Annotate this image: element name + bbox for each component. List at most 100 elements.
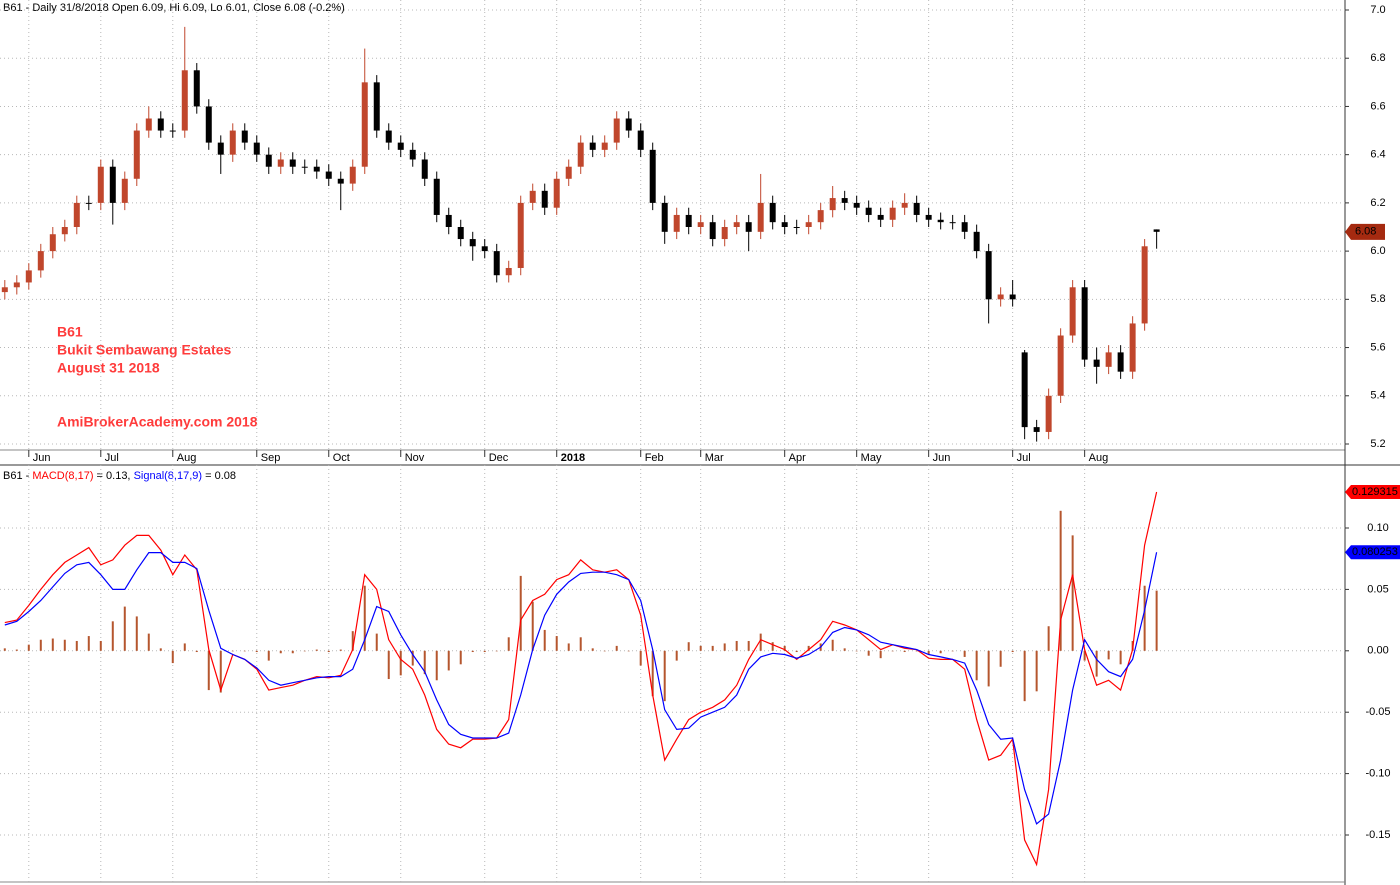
candle-body xyxy=(265,154,272,167)
histogram-bar xyxy=(495,650,498,652)
histogram-bar xyxy=(459,650,462,665)
candle-body xyxy=(865,207,872,215)
histogram-bar xyxy=(939,650,942,654)
histogram-bar xyxy=(927,650,930,655)
macd-header: B61 - MACD(8,17) = 0.13, Signal(8,17,9) … xyxy=(3,470,236,482)
candle-body xyxy=(1081,287,1088,360)
candle-body xyxy=(649,149,656,203)
candle-body xyxy=(877,214,884,220)
histogram-bar xyxy=(51,638,54,651)
histogram-bar xyxy=(375,633,378,651)
candle-body xyxy=(817,210,824,223)
histogram-bar xyxy=(987,650,990,687)
histogram-bar xyxy=(507,637,510,651)
candle-body xyxy=(745,222,752,232)
histogram-bar xyxy=(831,639,834,651)
candle-body xyxy=(565,166,572,179)
candle-body xyxy=(937,219,944,223)
candle-body xyxy=(1045,395,1052,432)
candle-body xyxy=(409,149,416,160)
histogram-bar xyxy=(723,643,726,651)
histogram-bar xyxy=(3,648,6,651)
legend-signal: Signal(8,17,9) xyxy=(134,470,203,482)
candle-body xyxy=(313,166,320,172)
histogram-bar xyxy=(675,650,678,661)
histogram-bar xyxy=(171,650,174,664)
x-tick-label: Jul xyxy=(105,452,119,464)
histogram-bar xyxy=(1047,626,1050,651)
histogram-bar xyxy=(1023,650,1026,702)
candle-body xyxy=(781,222,788,227)
histogram-bar xyxy=(39,639,42,651)
histogram-bar xyxy=(711,645,714,651)
histogram-bar xyxy=(951,650,954,652)
candle-body xyxy=(613,118,620,143)
candle-body xyxy=(445,214,452,227)
candle-body xyxy=(973,231,980,252)
header-prefix: B61 - xyxy=(3,470,30,482)
candle-body xyxy=(181,70,188,131)
x-tick-label: Apr xyxy=(789,452,806,464)
candle-body xyxy=(37,251,44,271)
candle-body xyxy=(121,178,128,203)
y-tick-label: 5.6 xyxy=(1370,341,1385,353)
last-value-tag xyxy=(1345,545,1400,560)
histogram-bar xyxy=(891,650,894,652)
candle-body xyxy=(469,239,476,247)
histogram-bar xyxy=(387,650,390,680)
histogram-bar xyxy=(471,650,474,653)
candle-body xyxy=(73,202,80,227)
candle-body xyxy=(697,222,704,227)
candle-body xyxy=(925,214,932,220)
candle-body xyxy=(145,118,152,131)
candle-body xyxy=(433,178,440,215)
histogram-bar xyxy=(555,636,558,651)
legend-macd: MACD(8,17) xyxy=(32,470,93,482)
histogram-bar xyxy=(651,650,654,697)
histogram-bar xyxy=(879,650,882,659)
y-tick-label: 7.0 xyxy=(1370,4,1385,16)
candle-body xyxy=(1105,352,1112,367)
histogram-bar xyxy=(867,650,870,656)
histogram-bar xyxy=(843,648,846,651)
candle-body xyxy=(457,227,464,240)
histogram-bar xyxy=(339,649,342,651)
candle-body xyxy=(805,222,812,227)
candle-body xyxy=(349,166,356,184)
x-tick-label: Mar xyxy=(705,452,724,464)
histogram-bar xyxy=(291,650,294,654)
histogram-bar xyxy=(747,640,750,651)
y-tick-label: -0.10 xyxy=(1365,768,1390,780)
histogram-bar xyxy=(27,644,30,651)
y-tick-label: 5.2 xyxy=(1370,438,1385,450)
histogram-bar xyxy=(1107,650,1110,660)
last-value-label: 0.129315 xyxy=(1352,486,1398,498)
histogram-bar xyxy=(543,629,546,651)
histogram-bar xyxy=(15,649,18,651)
candle-body xyxy=(1141,246,1148,324)
series-line xyxy=(4,552,1158,825)
y-tick-label: -0.05 xyxy=(1365,706,1390,718)
histogram-bar xyxy=(363,585,366,651)
candle-body xyxy=(853,202,860,208)
histogram-bar xyxy=(1083,650,1086,661)
last-price-tag xyxy=(1345,223,1385,240)
histogram-bar xyxy=(759,633,762,651)
annotation: AmiBrokerAcademy.com 2018 xyxy=(57,414,258,430)
histogram-bar xyxy=(1071,535,1074,651)
candle-body xyxy=(373,82,380,131)
histogram-bar xyxy=(783,645,786,651)
candle-body xyxy=(133,130,140,179)
histogram-bar xyxy=(963,650,966,657)
histogram-bar xyxy=(327,650,330,653)
candle-body xyxy=(757,202,764,232)
candle-body xyxy=(337,178,344,184)
candle-body xyxy=(1,287,8,293)
candle-body xyxy=(1093,359,1100,367)
histogram-bar xyxy=(87,636,90,651)
histogram-bar xyxy=(795,650,798,653)
y-tick-label: -0.15 xyxy=(1365,829,1390,841)
histogram-bar xyxy=(1059,510,1062,651)
legend-signal-value: = 0.08 xyxy=(205,470,236,482)
